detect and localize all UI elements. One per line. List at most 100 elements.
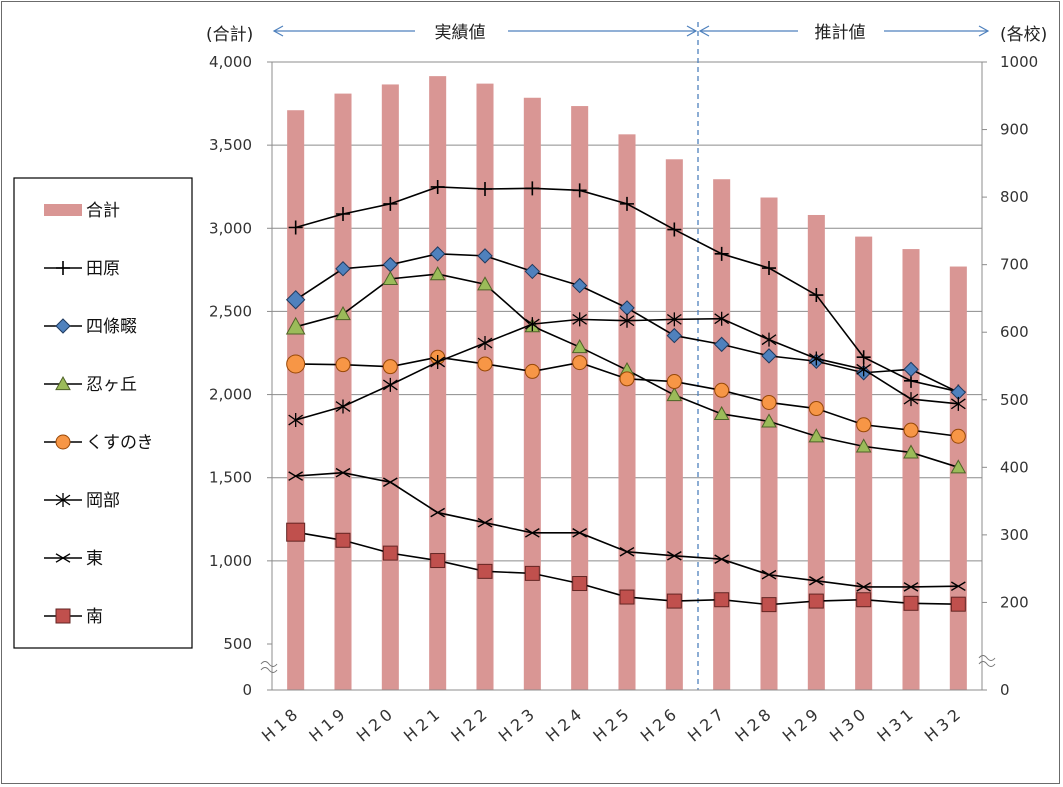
marker-triangle	[761, 413, 777, 428]
x-tick-label: H32	[921, 703, 967, 746]
marker-plus	[572, 183, 587, 198]
bar-total	[523, 97, 541, 691]
actual-period-label: 実績値	[435, 23, 486, 43]
marker-triangle	[55, 375, 71, 391]
marker-square	[950, 596, 966, 612]
marker-asterisk	[666, 312, 682, 327]
bar-total	[760, 197, 778, 690]
marker-triangle	[666, 387, 683, 402]
left-tick-label: 4,000	[209, 53, 252, 71]
marker-asterisk	[55, 493, 71, 507]
right-tick-label: 600	[1000, 323, 1029, 341]
right-tick-label: 700	[1000, 256, 1029, 274]
x-tick-label: H27	[684, 703, 730, 746]
left-tick-label: 1,500	[209, 469, 252, 487]
legend-item: くすのき	[44, 433, 154, 453]
marker-circle	[808, 401, 824, 417]
marker-x	[335, 467, 351, 478]
x-tick-label: H31	[873, 703, 919, 746]
marker-asterisk	[808, 351, 824, 366]
marker-triangle	[477, 276, 493, 291]
marker-x	[288, 471, 304, 481]
marker-asterisk	[382, 377, 398, 392]
right-tick-label: 800	[1000, 188, 1029, 206]
legend-item: 南	[44, 607, 103, 627]
x-tick-label: H30	[826, 703, 872, 746]
marker-square	[856, 592, 872, 608]
estimate-arrow-left	[698, 25, 798, 37]
legend-swatch	[44, 204, 82, 216]
right-tick-label: 300	[1000, 526, 1029, 544]
arrow-head	[978, 25, 990, 37]
marker-x	[903, 582, 919, 592]
marker-plus	[620, 196, 634, 211]
right-axis-break-icon	[978, 655, 996, 667]
arrow-head	[272, 25, 284, 37]
marker-square	[477, 563, 493, 579]
marker-x	[430, 507, 446, 518]
legend-label: 四條畷	[86, 317, 137, 337]
marker-circle	[950, 428, 966, 444]
marker-diamond	[713, 336, 730, 353]
marker-circle	[856, 417, 872, 433]
legend-item: 田原	[44, 259, 120, 279]
series-忍ヶ丘	[285, 266, 967, 474]
marker-diamond	[524, 263, 541, 280]
marker-plus	[667, 222, 682, 237]
marker-diamond	[55, 318, 71, 334]
marker-diamond	[285, 290, 306, 310]
legend-item: 四條畷	[44, 317, 137, 337]
marker-x	[666, 551, 682, 561]
marker-plus	[336, 206, 350, 221]
right-tick-label: 200	[1000, 593, 1029, 611]
left-tick-label: 1,000	[209, 552, 252, 570]
marker-asterisk	[477, 336, 493, 351]
right-tick-label: 500	[1000, 391, 1029, 409]
marker-x	[477, 517, 493, 528]
marker-circle	[382, 359, 398, 375]
marker-circle	[761, 394, 777, 410]
legend-item: 岡部	[44, 491, 120, 511]
actual-arrow-left	[272, 25, 415, 37]
legend-label: 東	[86, 549, 103, 569]
bar-total	[949, 266, 967, 690]
marker-plus	[714, 246, 729, 261]
marker-diamond	[903, 361, 919, 378]
legend-label: 田原	[86, 259, 120, 279]
marker-circle	[335, 357, 351, 373]
bar-total	[429, 76, 447, 691]
marker-plus	[383, 196, 398, 211]
marker-x	[55, 553, 71, 563]
right-axis-title: (各校)	[1000, 25, 1047, 45]
left-tick-label: 3,000	[209, 219, 252, 237]
marker-triangle	[713, 405, 730, 421]
left-axis-break-icon	[260, 661, 278, 673]
arrow-head	[698, 25, 710, 37]
marker-plus	[762, 261, 776, 276]
bar-total	[902, 249, 920, 691]
marker-x	[619, 546, 635, 557]
legend-label: くすのき	[86, 433, 154, 453]
right-tick-label: 900	[1000, 121, 1029, 139]
marker-plus	[525, 181, 540, 196]
marker-asterisk	[714, 311, 730, 326]
marker-triangle	[335, 305, 351, 321]
left-tick-label: 2,000	[209, 386, 252, 404]
x-tick-label: H20	[353, 703, 399, 746]
marker-square	[524, 565, 540, 581]
marker-circle	[477, 356, 493, 372]
period-header: (合計) (各校) 実績値 推計値	[206, 23, 1047, 45]
bar-total	[807, 214, 825, 691]
marker-asterisk	[856, 362, 872, 377]
marker-diamond	[477, 248, 493, 264]
marker-plus	[478, 182, 492, 197]
marker-square	[382, 545, 398, 561]
marker-triangle	[382, 270, 399, 285]
marker-triangle	[808, 428, 825, 443]
marker-plus	[430, 179, 445, 194]
marker-asterisk	[950, 396, 966, 411]
school-lines	[285, 179, 967, 613]
marker-x	[382, 477, 398, 487]
